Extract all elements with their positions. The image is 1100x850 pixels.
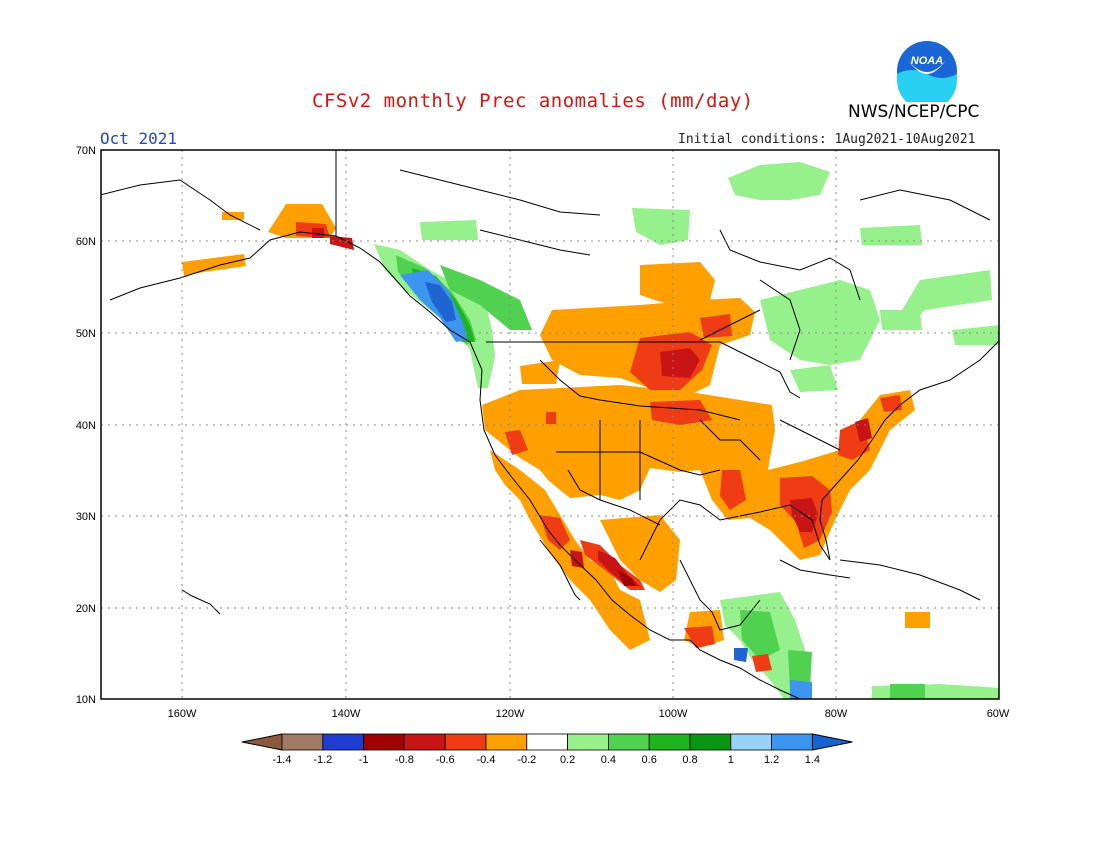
legend-swatch [567,733,609,751]
lat-label: 10N [76,694,96,706]
lon-label: 100W [659,708,688,720]
latitude-labels: 70N 60N 50N 40N 30N 20N 10N [76,145,96,706]
coastlines [101,150,999,699]
legend-tick-label: -0.8 [395,754,414,766]
color-legend: -1.4 -1.2 -1 -0.8 -0.6 -0.4 -0.2 0.2 0.4 0.6 0.8 1 1… [241,733,853,766]
grid-lines [101,150,999,699]
legend-tick-label: -0.2 [517,754,536,766]
lat-label: 30N [76,511,96,523]
lon-label: 120W [496,708,525,720]
legend-tick-label: 1 [728,754,734,766]
legend-tick-label: -1.2 [313,754,332,766]
legend-swatch [403,733,446,751]
legend-swatch [608,733,650,751]
legend-tick-label: 1.2 [764,754,779,766]
lon-label: 140W [332,708,361,720]
initial-conditions: Initial conditions: 1Aug2021-10Aug2021 [678,132,976,147]
legend-swatch [689,733,732,751]
legend-swatch [485,733,528,751]
legend-tick-label: -0.6 [436,754,455,766]
lat-label: 60N [76,236,96,248]
map-frame [100,149,1000,700]
legend-swatch [444,733,487,751]
legend-tick-label: 1.4 [805,754,820,766]
legend-swatch [730,733,772,751]
longitude-labels: 160W 140W 120W 100W 80W 60W [168,708,1010,720]
legend-tick-label: -1.4 [273,754,292,766]
dry-anomalies [182,204,930,672]
map-content [101,150,999,699]
legend-swatch [771,733,813,751]
lon-label: 80W [825,708,848,720]
forecast-period: Oct 2021 [100,129,178,148]
lat-label: 20N [76,603,96,615]
legend-swatch [363,733,405,751]
wet-anomalies [374,162,999,699]
legend-tick-label: 0.2 [560,754,575,766]
legend-swatch [322,733,364,751]
noaa-logo-icon: NOAA [897,41,957,102]
lat-label: 70N [76,145,96,157]
legend-swatch [648,733,691,751]
legend-tick-label: 0.4 [601,754,616,766]
svg-text:NOAA: NOAA [911,55,943,67]
legend-tick-label: 0.8 [682,754,697,766]
legend-tick-label: -1 [359,754,369,766]
legend-arrow-high [811,733,853,751]
lon-label: 60W [987,708,1010,720]
lat-label: 40N [76,420,96,432]
legend-swatch [281,733,324,751]
lon-label: 160W [168,708,197,720]
map-title: CFSv2 monthly Prec anomalies (mm/day) [312,90,754,112]
agency-label: NWS/NCEP/CPC [848,102,980,122]
legend-arrow-low [241,733,283,751]
legend-swatch [526,733,568,751]
legend-tick-label: 0.6 [642,754,657,766]
legend-tick-label: -0.4 [477,754,496,766]
lat-label: 50N [76,328,96,340]
